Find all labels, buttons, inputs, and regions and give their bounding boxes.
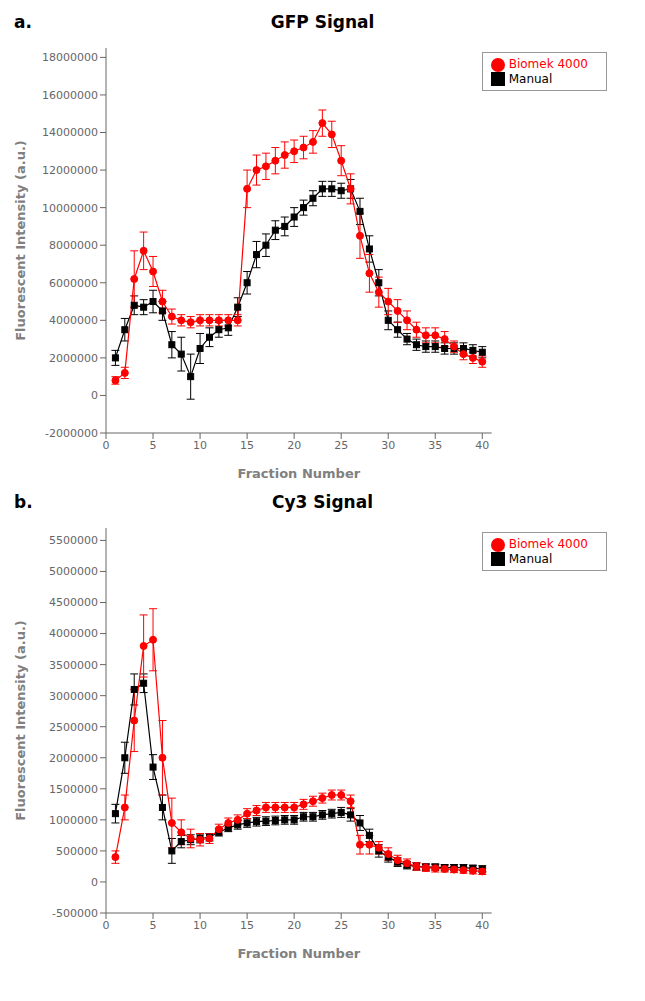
html-text:Manual: Manual — [508, 551, 553, 566]
svg-text:1000000: 1000000 — [49, 814, 98, 827]
svg-text:Fraction Number: Fraction Number — [238, 466, 361, 481]
svg-text:16000000: 16000000 — [42, 89, 98, 102]
svg-text:2000000: 2000000 — [49, 752, 98, 765]
html-text:GFP Signal: GFP Signal — [270, 12, 375, 32]
svg-text:8000000: 8000000 — [49, 239, 98, 252]
html-text:b.: b. — [14, 492, 33, 512]
html-text:Biomek 4000: Biomek 4000 — [508, 537, 588, 551]
svg-text:5: 5 — [150, 919, 157, 932]
svg-text:2500000: 2500000 — [49, 721, 98, 734]
svg-text:25: 25 — [334, 439, 348, 452]
svg-text:3000000: 3000000 — [49, 690, 98, 703]
svg-text:15: 15 — [240, 439, 254, 452]
svg-text:6000000: 6000000 — [49, 277, 98, 290]
svg-text:-2000000: -2000000 — [45, 427, 98, 440]
svg-text:14000000: 14000000 — [42, 126, 98, 139]
svg-text:5: 5 — [150, 439, 157, 452]
svg-text:1500000: 1500000 — [49, 783, 98, 796]
svg-text:18000000: 18000000 — [42, 51, 98, 64]
svg-text:3500000: 3500000 — [49, 659, 98, 672]
svg-text:25: 25 — [334, 919, 348, 932]
svg-text:0: 0 — [91, 389, 98, 402]
svg-text:30: 30 — [381, 919, 395, 932]
svg-text:4000000: 4000000 — [49, 627, 98, 640]
svg-text:10: 10 — [193, 919, 207, 932]
svg-text:12000000: 12000000 — [42, 164, 98, 177]
svg-text:0: 0 — [103, 919, 110, 932]
svg-text:20: 20 — [287, 439, 301, 452]
svg-text:Fraction Number: Fraction Number — [238, 946, 361, 961]
svg-text:20: 20 — [287, 919, 301, 932]
svg-text:30: 30 — [381, 439, 395, 452]
svg-text:35: 35 — [428, 439, 442, 452]
svg-text:10: 10 — [193, 439, 207, 452]
svg-text:5000000: 5000000 — [49, 565, 98, 578]
svg-text:-500000: -500000 — [52, 907, 98, 920]
html-text:Biomek 4000: Biomek 4000 — [508, 57, 588, 71]
html-text:Manual: Manual — [508, 71, 553, 86]
svg-text:5500000: 5500000 — [49, 534, 98, 547]
svg-text:500000: 500000 — [56, 845, 98, 858]
svg-text:0: 0 — [91, 876, 98, 889]
svg-text:15: 15 — [240, 919, 254, 932]
svg-text:10000000: 10000000 — [42, 202, 98, 215]
svg-text:Fluorescent Intensity (a.u.): Fluorescent Intensity (a.u.) — [13, 620, 28, 821]
svg-text:Fluorescent Intensity (a.u.): Fluorescent Intensity (a.u.) — [13, 140, 28, 341]
svg-text:40: 40 — [475, 919, 489, 932]
svg-text:2000000: 2000000 — [49, 352, 98, 365]
html-text:a.: a. — [14, 12, 32, 32]
svg-text:40: 40 — [475, 439, 489, 452]
html-text:Cy3 Signal: Cy3 Signal — [272, 492, 373, 512]
svg-text:4000000: 4000000 — [49, 314, 98, 327]
svg-text:35: 35 — [428, 919, 442, 932]
svg-text:4500000: 4500000 — [49, 596, 98, 609]
svg-text:0: 0 — [103, 439, 110, 452]
